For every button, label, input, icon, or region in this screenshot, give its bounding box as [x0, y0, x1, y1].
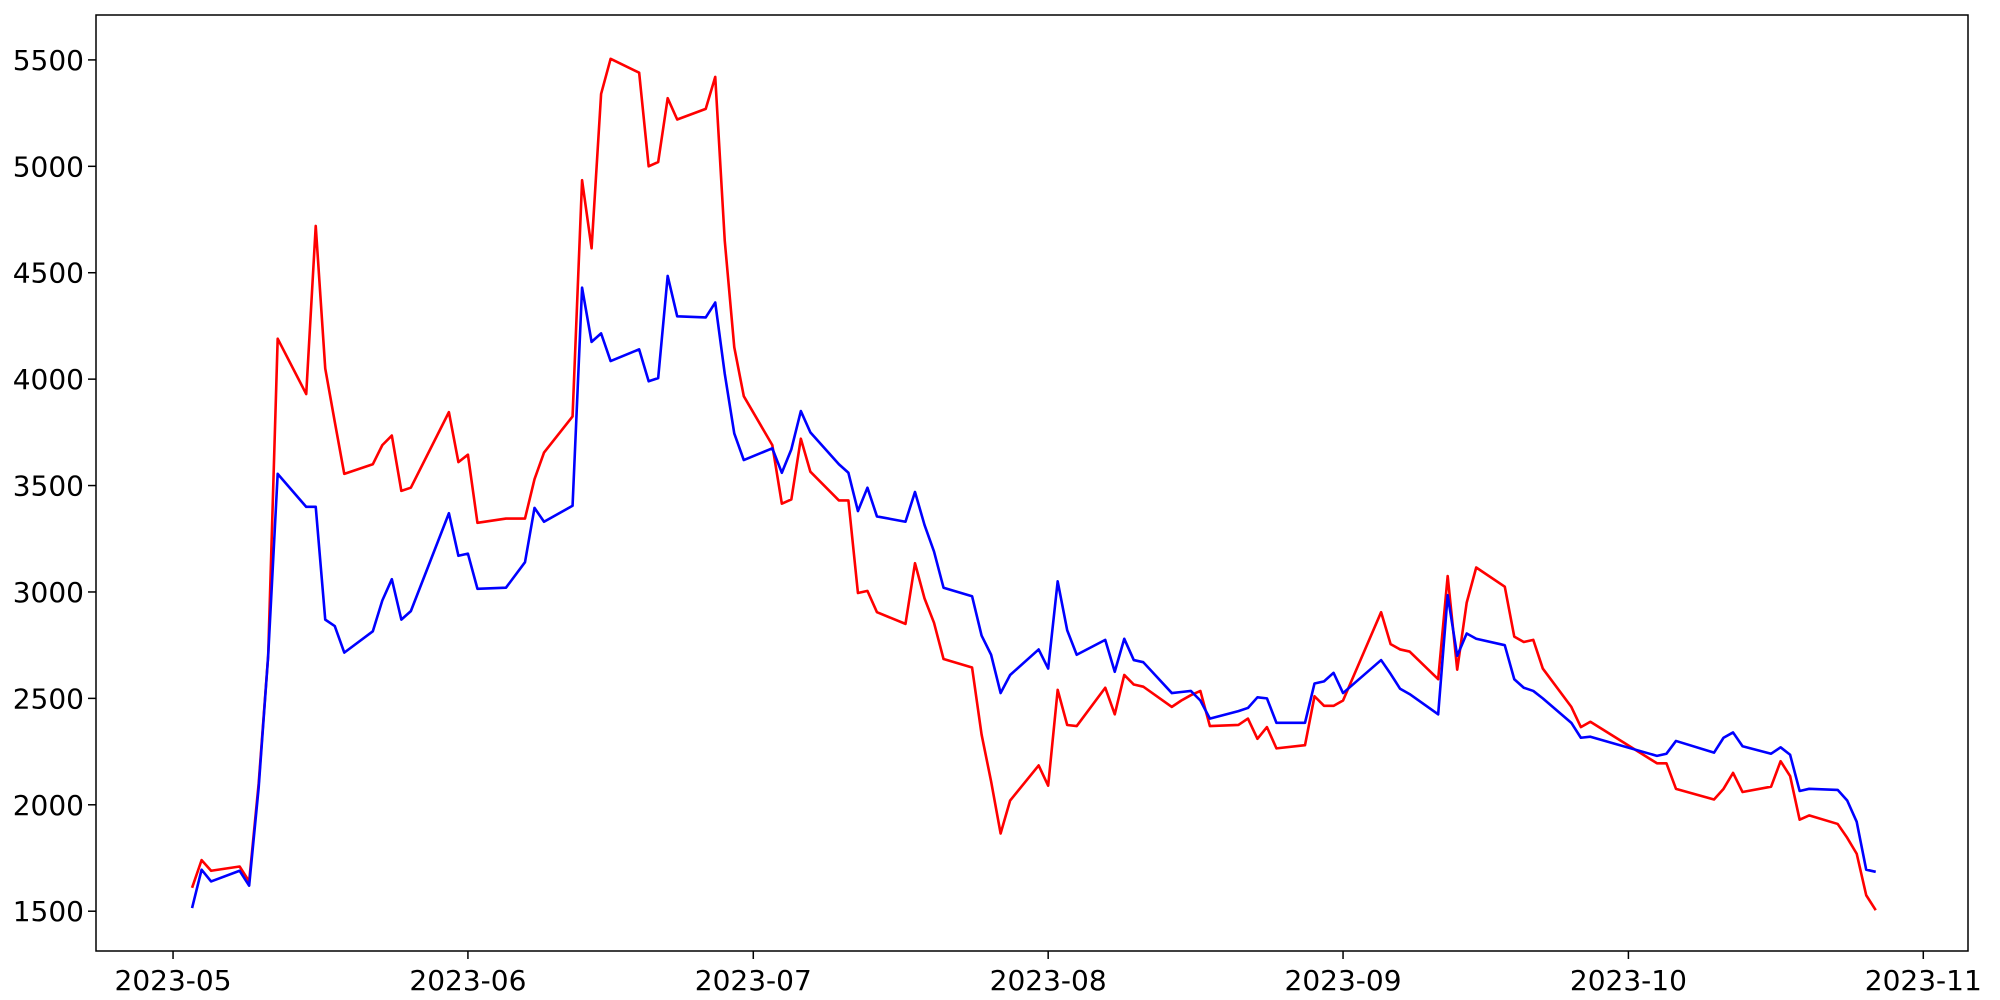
x-tick-label: 2023-10: [1570, 964, 1687, 997]
y-tick-label: 2500: [13, 682, 84, 715]
series-line: [190, 274, 1877, 909]
x-tick-label: 2023-06: [409, 964, 526, 997]
y-tick-label: 2000: [13, 789, 84, 822]
y-tick-label: 4500: [13, 257, 84, 290]
x-tick-label: 2023-07: [695, 964, 812, 997]
x-tick-label: 2023-09: [1285, 964, 1402, 997]
series-line: [190, 57, 1877, 911]
y-tick-label: 4000: [13, 363, 84, 396]
y-tick-label: 5500: [13, 44, 84, 77]
x-tick-label: 2023-08: [990, 964, 1107, 997]
y-tick-label: 3000: [13, 576, 84, 609]
axes-frame: [95, 14, 1969, 952]
x-tick-label: 2023-11: [1865, 964, 1982, 997]
x-tick-label: 2023-05: [115, 964, 232, 997]
y-tick-label: 3500: [13, 470, 84, 503]
y-tick-label: 5000: [13, 150, 84, 183]
y-tick-label: 1500: [13, 895, 84, 928]
